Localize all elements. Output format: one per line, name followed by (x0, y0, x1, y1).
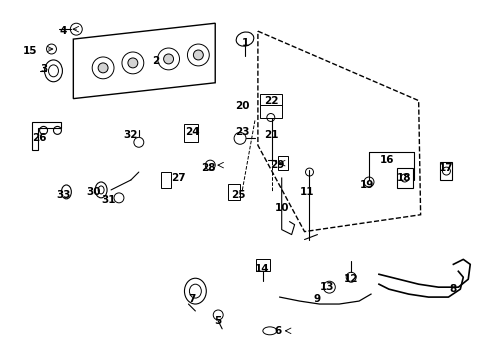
Text: 24: 24 (185, 127, 199, 138)
Polygon shape (32, 122, 61, 150)
Text: 22: 22 (264, 96, 279, 105)
Text: 20: 20 (234, 100, 249, 111)
Text: 18: 18 (396, 173, 410, 183)
Text: 4: 4 (60, 26, 67, 36)
Text: 10: 10 (274, 203, 288, 213)
Ellipse shape (163, 54, 173, 64)
Ellipse shape (128, 58, 138, 68)
Text: 17: 17 (438, 163, 453, 173)
Text: 21: 21 (264, 130, 279, 140)
Text: 13: 13 (320, 282, 334, 292)
Text: 25: 25 (230, 190, 245, 200)
Text: 26: 26 (32, 133, 47, 143)
Bar (161, 172, 170, 188)
Text: 9: 9 (313, 294, 320, 304)
Text: 27: 27 (171, 173, 185, 183)
Bar (259, 105, 281, 118)
Ellipse shape (98, 63, 108, 73)
Bar (184, 125, 198, 142)
Text: 29: 29 (270, 160, 285, 170)
Text: 30: 30 (86, 187, 100, 197)
Bar (259, 94, 281, 105)
Text: 14: 14 (254, 264, 268, 274)
Text: 33: 33 (56, 190, 70, 200)
Text: 3: 3 (40, 64, 47, 74)
Polygon shape (73, 23, 215, 99)
Text: 8: 8 (449, 284, 456, 294)
Text: 16: 16 (379, 155, 393, 165)
Text: 31: 31 (102, 195, 116, 205)
Bar (277, 156, 287, 170)
Bar (396, 168, 412, 188)
Text: 12: 12 (343, 274, 358, 284)
Text: 15: 15 (22, 46, 37, 56)
Text: 1: 1 (241, 38, 248, 48)
Text: 7: 7 (188, 294, 196, 304)
Text: 11: 11 (300, 187, 314, 197)
Text: 2: 2 (152, 56, 159, 66)
Text: 32: 32 (123, 130, 138, 140)
Bar (228, 184, 240, 200)
Bar (440, 162, 451, 180)
Text: 6: 6 (274, 326, 281, 336)
Text: 23: 23 (234, 127, 249, 138)
Ellipse shape (193, 50, 203, 60)
Text: 5: 5 (214, 316, 222, 326)
Text: 19: 19 (359, 180, 373, 190)
Bar (255, 260, 269, 271)
Text: 28: 28 (201, 163, 215, 173)
